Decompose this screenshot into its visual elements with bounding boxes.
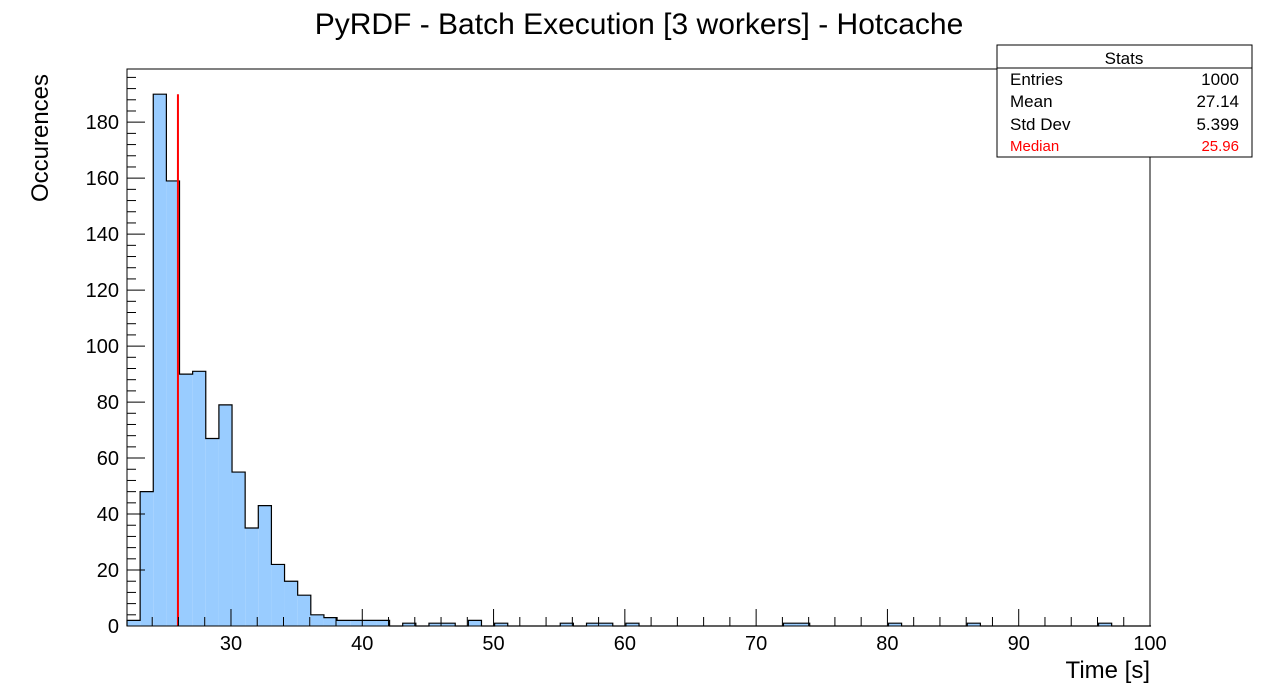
y-tick-label: 20: [97, 560, 119, 582]
histogram-bar: [967, 623, 981, 626]
histogram-bar: [625, 623, 640, 626]
histogram-bar: [271, 564, 285, 626]
histogram-bar: [284, 581, 298, 626]
plot-frame: [126, 68, 1151, 627]
histogram-bar: [166, 180, 180, 627]
histogram-bar: [232, 472, 246, 626]
histogram-bar: [310, 614, 324, 626]
histogram-bar: [783, 623, 797, 626]
x-tick-label: 70: [745, 633, 767, 655]
histogram-bar: [494, 623, 508, 626]
histogram-bar: [153, 94, 167, 626]
x-axis-title: Time [s]: [1066, 657, 1150, 684]
x-tick-label: 60: [614, 633, 636, 655]
histogram-bar: [245, 528, 259, 626]
y-tick-label: 0: [108, 616, 119, 638]
histogram-bar: [218, 404, 233, 626]
histogram-bar: [442, 623, 456, 626]
x-tick-label: 90: [1008, 633, 1030, 655]
y-tick-label: 180: [86, 112, 119, 134]
y-tick-label: 60: [97, 448, 119, 470]
x-axis-tick-labels: 30 40 50 60 70 80 90 100: [220, 633, 1167, 655]
y-tick-label: 80: [97, 392, 119, 414]
histogram-bar: [599, 623, 613, 626]
x-tick-label: 50: [482, 633, 504, 655]
y-axis-tick-labels: 0 20 40 60 80 100 120 140 160 180: [86, 112, 119, 638]
histogram-bar: [205, 438, 219, 626]
histogram-bar: [888, 623, 902, 626]
histogram-bar: [363, 620, 377, 626]
stats-entries-value: 1000: [1201, 70, 1239, 89]
histogram-bar: [179, 374, 193, 626]
x-tick-label: 40: [351, 633, 373, 655]
stats-stddev-label: Std Dev: [1010, 115, 1071, 134]
histogram-bar: [140, 491, 154, 626]
histogram-bar: [258, 505, 272, 626]
y-tick-label: 160: [86, 168, 119, 190]
stats-box: Stats Entries 1000 Mean 27.14 Std Dev 5.…: [996, 44, 1253, 158]
histogram-bar: [586, 623, 600, 626]
x-tick-label: 80: [876, 633, 898, 655]
stats-entries-label: Entries: [1010, 70, 1063, 89]
y-tick-label: 140: [86, 224, 119, 246]
stats-mean-label: Mean: [1010, 92, 1053, 111]
histogram-bar: [192, 371, 206, 626]
histogram-bar: [428, 623, 443, 626]
histogram-bar: [350, 620, 364, 626]
stats-median-label: Median: [1010, 138, 1059, 155]
y-tick-label: 40: [97, 504, 119, 526]
chart-title: PyRDF - Batch Execution [3 workers] - Ho…: [315, 8, 964, 41]
histogram-bar: [376, 620, 390, 626]
histogram-bars: [127, 94, 1112, 627]
histogram-bar: [1098, 623, 1112, 626]
histogram-bar: [560, 623, 574, 626]
x-tick-label: 30: [220, 633, 242, 655]
stats-median-value: 25.96: [1201, 138, 1239, 155]
x-axis-ticks: [151, 609, 1151, 626]
histogram-bar: [796, 623, 810, 626]
y-axis-ticks: [127, 76, 145, 627]
x-tick-label: 100: [1133, 633, 1166, 655]
stats-stddev-value: 5.399: [1196, 115, 1239, 134]
stats-frame: [996, 44, 1253, 158]
stats-mean-value: 27.14: [1196, 92, 1239, 111]
histogram-bar: [337, 620, 351, 626]
y-axis-title: Occurences: [27, 74, 54, 202]
histogram-bar: [127, 620, 141, 626]
y-tick-label: 120: [86, 280, 119, 302]
histogram-bar: [468, 620, 482, 626]
y-tick-label: 100: [86, 336, 119, 358]
histogram-outline: [126, 93, 1152, 627]
stats-title: Stats: [1105, 49, 1144, 68]
histogram-bar: [323, 617, 338, 626]
histogram-bar: [402, 623, 416, 626]
histogram-bar: [297, 595, 311, 626]
